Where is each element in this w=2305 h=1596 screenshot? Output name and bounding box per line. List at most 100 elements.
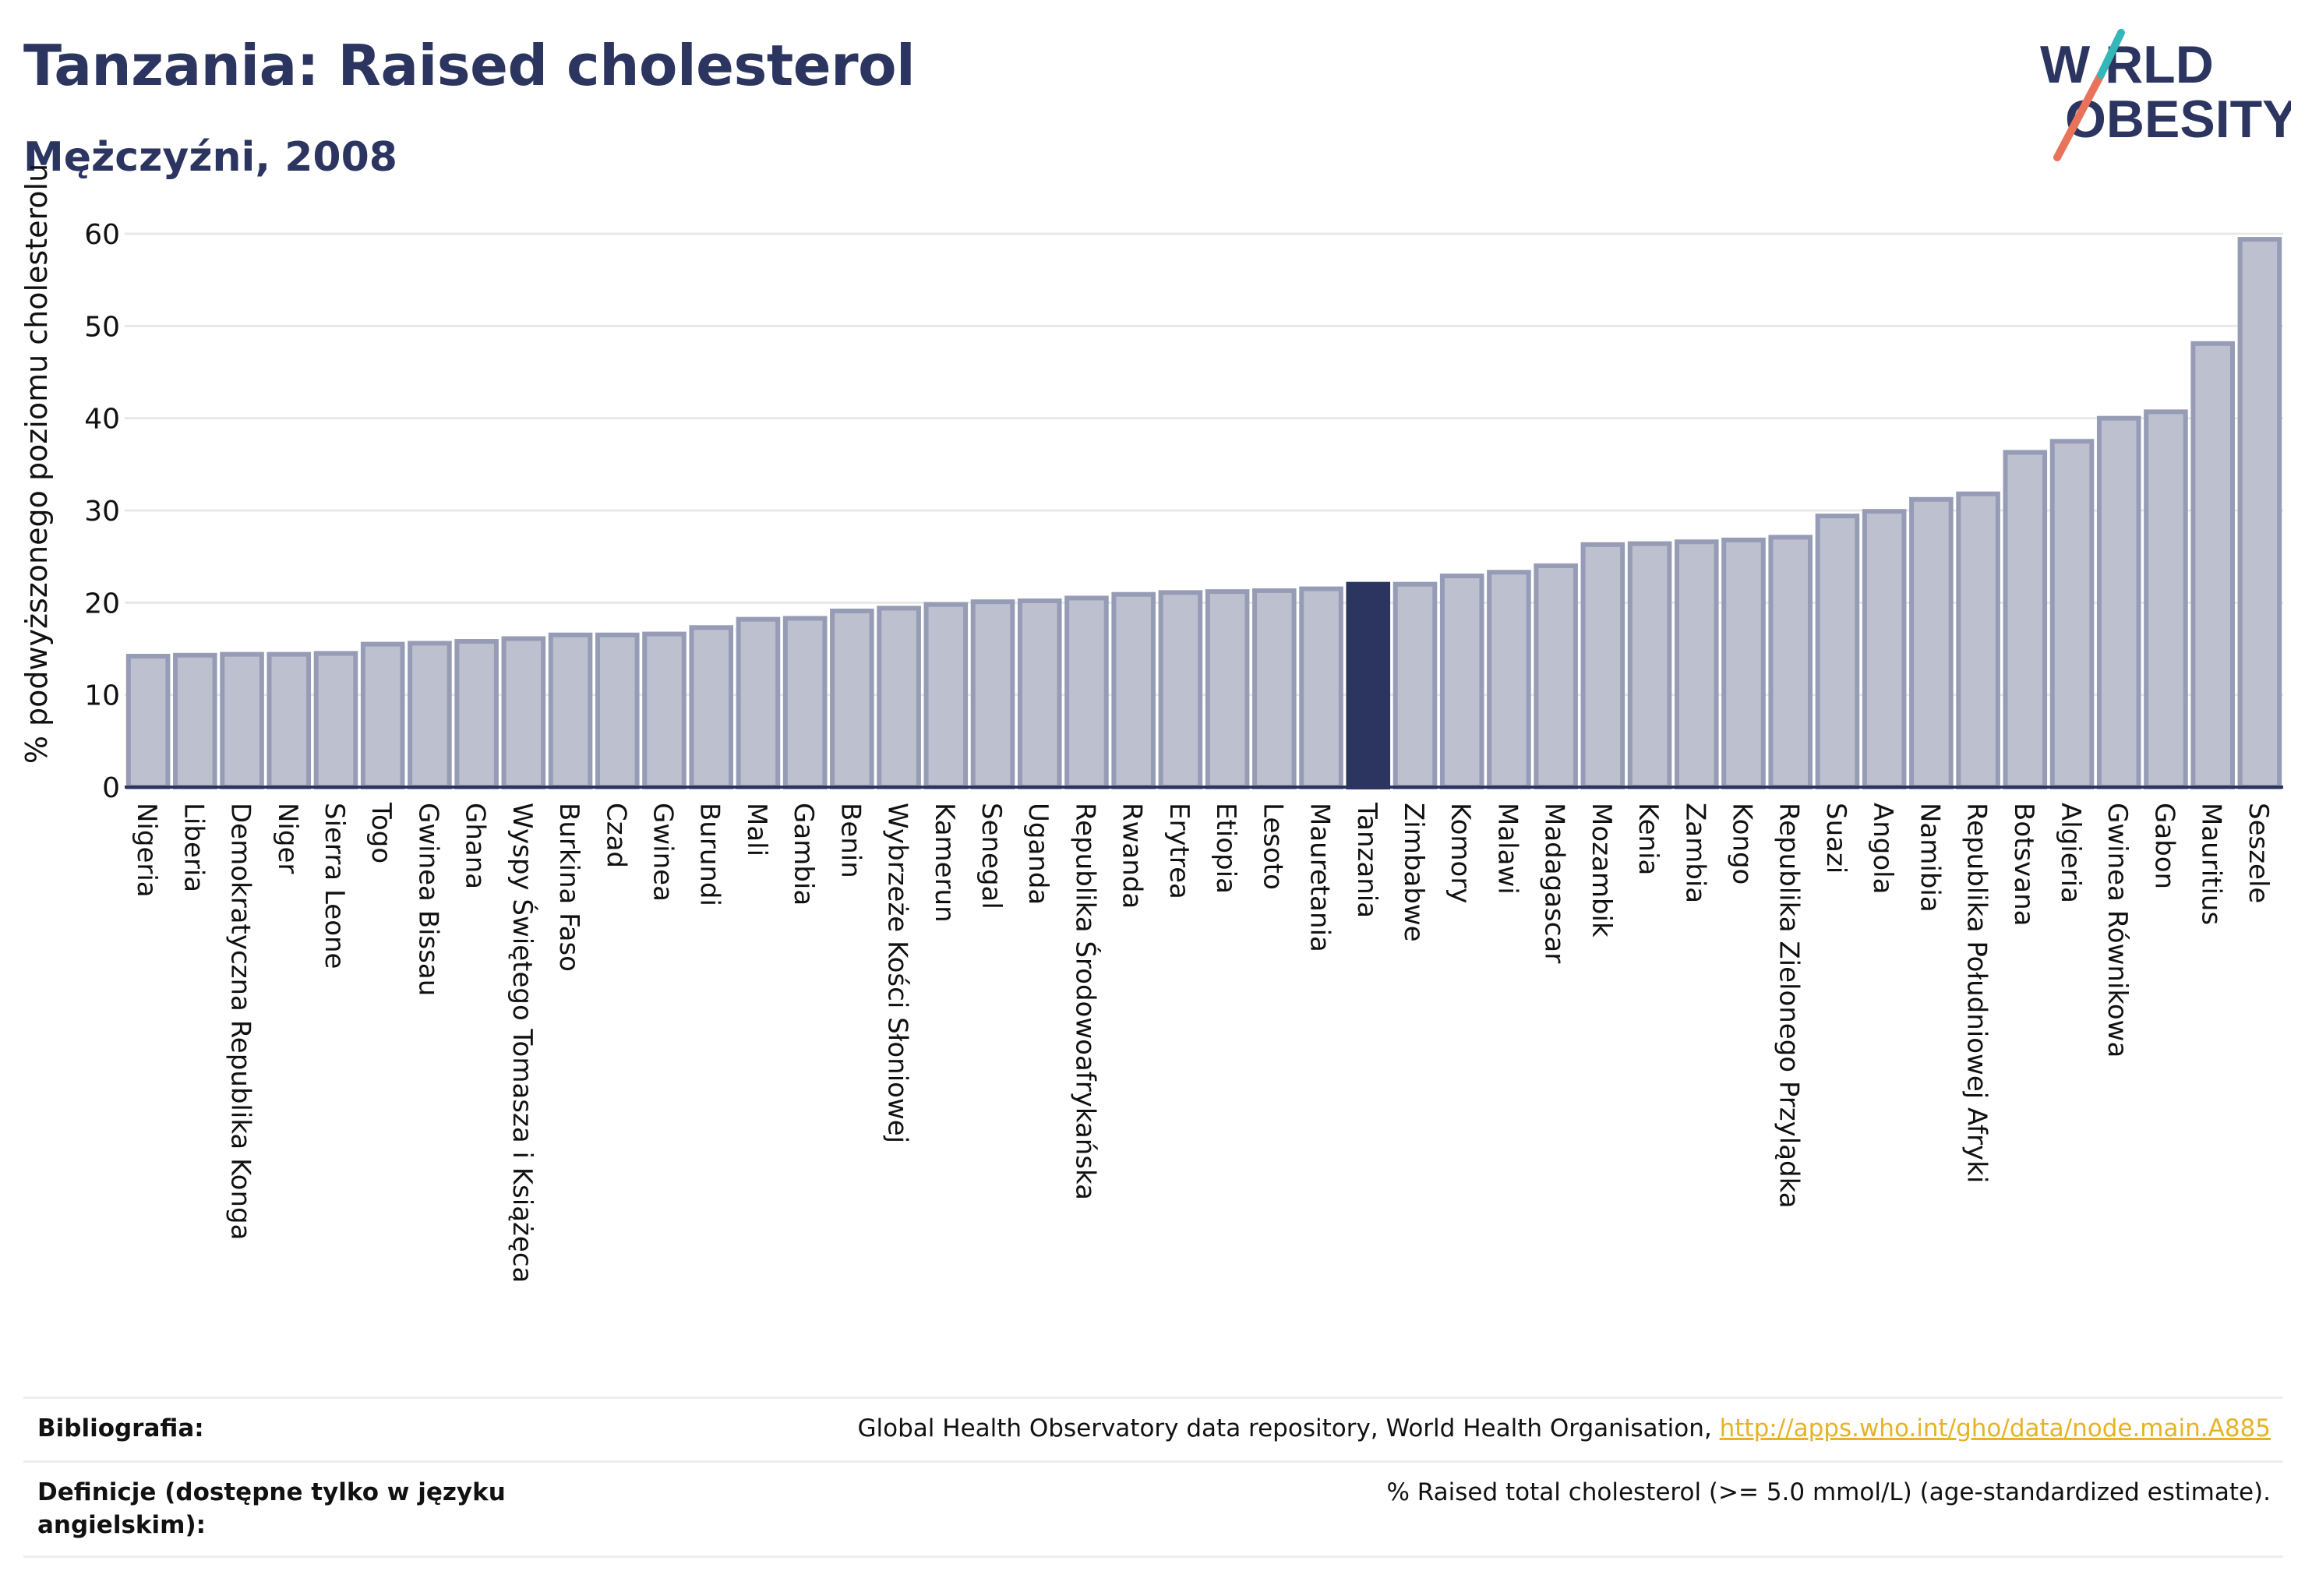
x-tick-label: Seszele bbox=[2243, 803, 2274, 903]
bar bbox=[2049, 439, 2095, 789]
x-tick-label: Kamerun bbox=[929, 803, 960, 923]
x-tick-label: Madagascar bbox=[1539, 803, 1570, 963]
x-tick-label: Benin bbox=[835, 803, 866, 878]
x-tick-label: Wybrzeże Kości Słoniowej bbox=[882, 803, 913, 1143]
bar bbox=[923, 602, 969, 790]
bar bbox=[1158, 590, 1203, 789]
bar bbox=[877, 606, 921, 790]
bar bbox=[1299, 586, 1343, 789]
x-tick-label: Mauretania bbox=[1304, 803, 1336, 952]
x-tick-label: Komory bbox=[1445, 803, 1476, 903]
bar bbox=[830, 608, 874, 789]
bar bbox=[2190, 341, 2235, 790]
bar bbox=[548, 632, 593, 789]
bibliography-text: Global Health Observatory data repositor… bbox=[857, 1414, 1720, 1442]
x-tick-label: Botsvana bbox=[2008, 803, 2039, 927]
x-tick-label: Niger bbox=[272, 803, 303, 874]
y-tick-label: 30 bbox=[84, 496, 120, 528]
x-tick-label: Togo bbox=[365, 802, 397, 863]
y-tick-label: 20 bbox=[84, 588, 120, 620]
world-obesity-logo: W RLD OBESITY bbox=[2040, 29, 2291, 161]
bar bbox=[267, 651, 312, 789]
bar bbox=[1768, 535, 1813, 789]
x-tick-label: Sierra Leone bbox=[319, 803, 350, 969]
x-tick-label: Malawi bbox=[1491, 803, 1523, 895]
x-tick-label: Uganda bbox=[1022, 803, 1054, 905]
logo-slash-teal bbox=[2097, 29, 2125, 79]
page-subtitle: Mężczyźni, 2008 bbox=[23, 134, 397, 181]
y-tick-label: 40 bbox=[84, 404, 120, 436]
logo-line1: W RLD bbox=[2040, 35, 2214, 94]
bar bbox=[595, 632, 640, 789]
bars bbox=[125, 237, 2282, 790]
logo-slash-coral bbox=[2053, 71, 2105, 161]
x-tick-label: Gwinea bbox=[648, 803, 679, 902]
x-tick-label: Wyspy Świętego Tomasza i Książęca bbox=[507, 803, 538, 1283]
bar bbox=[1487, 570, 1531, 789]
x-tick-label: Rwanda bbox=[1117, 803, 1148, 909]
x-tick-label: Republika Południowej Afryki bbox=[1961, 803, 1993, 1183]
bibliography-label: Bibliografia: bbox=[37, 1414, 204, 1442]
bar bbox=[125, 653, 171, 790]
footer-divider-bottom bbox=[23, 1555, 2283, 1558]
x-tick-label: Suazi bbox=[1820, 803, 1851, 874]
y-tick-label: 60 bbox=[84, 219, 120, 251]
bar bbox=[1721, 537, 1766, 789]
bar bbox=[1534, 563, 1578, 789]
bar bbox=[1815, 514, 1860, 789]
logo-line2: OBESITY bbox=[2065, 90, 2291, 149]
x-tick-label: Mali bbox=[741, 803, 772, 856]
bibliography-link[interactable]: http://apps.who.int/gho/data/node.main.A… bbox=[1719, 1414, 2271, 1442]
y-tick-label: 0 bbox=[102, 772, 120, 804]
definitions-text: % Raised total cholesterol (>= 5.0 mmol/… bbox=[1386, 1478, 2271, 1506]
bar bbox=[1252, 588, 1297, 790]
x-tick-label: Lesoto bbox=[1257, 803, 1288, 890]
x-tick-label: Mozambik bbox=[1586, 803, 1617, 937]
definitions-label-line1: Definicje (dostępne tylko w języku bbox=[37, 1478, 506, 1506]
bar bbox=[2144, 409, 2188, 790]
x-tick-label: Kongo bbox=[1727, 803, 1758, 885]
bar bbox=[642, 631, 687, 789]
x-tick-label: Demokratyczna Republika Konga bbox=[225, 803, 256, 1240]
x-axis-labels: Nigeria Liberia Demokratyczna Republika Ko… bbox=[131, 802, 2274, 1283]
x-tick-label: Tanzania bbox=[1351, 802, 1382, 918]
bar bbox=[408, 641, 452, 790]
x-tick-label: Gwinea Równikowa bbox=[2102, 803, 2133, 1058]
bar bbox=[736, 616, 781, 790]
y-axis-ticks: 0 10 20 30 40 50 60 bbox=[84, 219, 120, 804]
bar bbox=[1393, 581, 1438, 790]
y-tick-label: 10 bbox=[84, 680, 120, 712]
x-tick-label: Algieria bbox=[2055, 803, 2086, 903]
bar bbox=[2237, 237, 2282, 790]
x-tick-label: Zimbabwe bbox=[1398, 803, 1429, 942]
bar bbox=[173, 652, 217, 789]
definitions-row: Definicje (dostępne tylko w języku angie… bbox=[23, 1462, 2283, 1555]
bibliography-value: Global Health Observatory data repositor… bbox=[858, 1412, 2271, 1445]
bar bbox=[1909, 496, 1954, 789]
bar-chart: 0 10 20 30 40 50 60 Nigeria Liberia Demokratyczn… bbox=[19, 164, 2283, 1283]
bar bbox=[1111, 591, 1156, 790]
bar bbox=[970, 599, 1015, 790]
bar bbox=[689, 625, 734, 789]
x-tick-label: Czad bbox=[600, 803, 631, 868]
bar bbox=[313, 651, 358, 790]
x-tick-label: Etiopia bbox=[1210, 803, 1241, 894]
x-tick-label: Gwinea Bissau bbox=[412, 803, 443, 996]
x-tick-label: Senegal bbox=[976, 803, 1007, 909]
x-tick-label: Namibia bbox=[1914, 803, 1945, 913]
footer-divider-middle bbox=[23, 1460, 2283, 1463]
bar bbox=[1627, 541, 1672, 789]
bar bbox=[2003, 450, 2048, 789]
bar bbox=[1956, 491, 2000, 789]
bar bbox=[454, 639, 499, 789]
y-tick-label: 50 bbox=[84, 311, 120, 343]
definitions-label-line2: angielskim): bbox=[37, 1511, 206, 1539]
page-title: Tanzania: Raised cholesterol bbox=[23, 33, 916, 98]
bar bbox=[1580, 542, 1626, 789]
bar bbox=[1064, 595, 1109, 790]
x-tick-label: Ghana bbox=[460, 803, 491, 889]
x-tick-label: Nigeria bbox=[131, 803, 162, 898]
bar bbox=[360, 641, 405, 789]
x-tick-label: Burkina Faso bbox=[553, 803, 584, 972]
bar bbox=[501, 636, 546, 789]
